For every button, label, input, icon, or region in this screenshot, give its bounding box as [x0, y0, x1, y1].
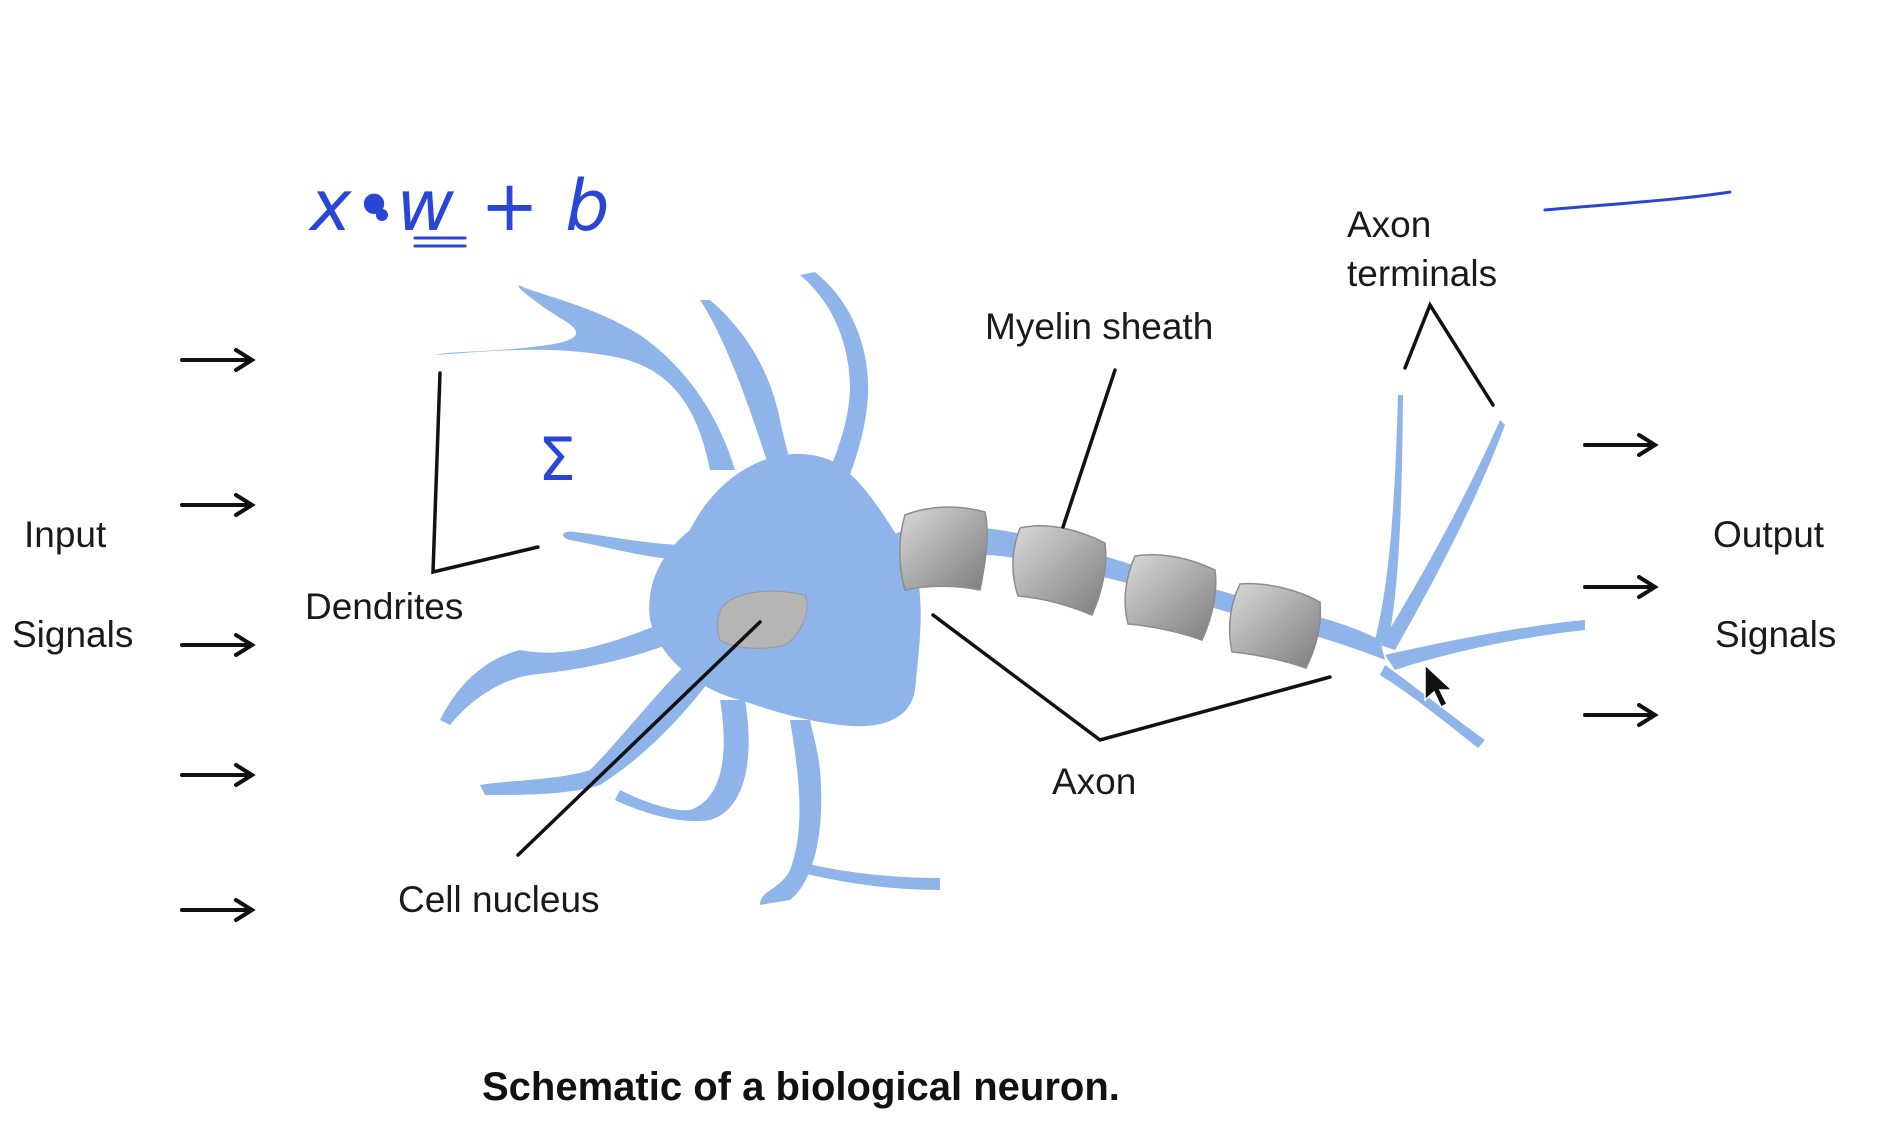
- cursor-icon: [1424, 663, 1454, 709]
- dendrite-bottom-left: [480, 660, 710, 795]
- axon-label: Axon: [1052, 761, 1137, 802]
- input-arrow: [180, 633, 256, 657]
- dendrite-upper-left: [435, 285, 735, 470]
- diagram-caption: Schematic of a biological neuron.: [482, 1065, 1120, 1109]
- myelin-segment: [1124, 554, 1217, 641]
- axon-terminal-upper-right: [1380, 420, 1505, 650]
- cell-nucleus: [716, 590, 808, 649]
- dendrite-lower-left: [440, 620, 680, 725]
- dendrites-leader: [431, 371, 540, 575]
- axon-terminal-lower: [1380, 665, 1485, 748]
- sigma-annotation: Σ: [538, 425, 576, 495]
- myelin-sheath: [899, 506, 1322, 669]
- dendrite-bottom-long: [760, 720, 822, 905]
- input-arrow: [180, 493, 256, 517]
- input-arrow: [180, 898, 256, 922]
- input-arrow: [180, 763, 256, 787]
- leader-lines: [431, 301, 1495, 857]
- myelin-leader: [1061, 368, 1117, 529]
- output-arrow: [1583, 433, 1659, 457]
- ink-dot: [376, 209, 388, 221]
- axon-leader: [931, 613, 1332, 742]
- dendrite-bottom: [615, 700, 749, 822]
- ink-annotations: [413, 190, 1732, 248]
- output-arrows: [1583, 433, 1659, 727]
- input-label: Input: [24, 514, 107, 555]
- axon-terminal-upper: [1375, 395, 1403, 645]
- formula-annotation: x•w + b: [310, 165, 612, 247]
- myelin-segment: [899, 506, 988, 591]
- myelin-segment: [1228, 582, 1322, 669]
- dendrites-label: Dendrites: [305, 586, 464, 627]
- dendrite-bottom-foot: [790, 862, 940, 890]
- axon-terminals-leader: [1403, 301, 1495, 407]
- output-arrow: [1583, 703, 1659, 727]
- cell-nucleus-label: Cell nucleus: [398, 879, 600, 920]
- myelin-segment: [1012, 525, 1107, 616]
- axon-terminals-label-line2: terminals: [1347, 253, 1498, 294]
- axon-terminals-label-line1: Axon: [1347, 204, 1432, 245]
- dendrite-left: [563, 531, 690, 560]
- output-signals-label: Signals: [1715, 614, 1837, 655]
- neuron-body: [435, 272, 1585, 905]
- input-signals-label: Signals: [12, 614, 134, 655]
- ink-underline-w: [413, 236, 467, 248]
- input-arrows: [180, 348, 256, 922]
- input-arrow: [180, 348, 256, 372]
- dendrite-top-right: [800, 272, 869, 545]
- axon-terminal-right: [1385, 620, 1585, 670]
- ink-top-right-line: [1543, 190, 1732, 212]
- output-arrow: [1583, 575, 1659, 599]
- myelin-sheath-label: Myelin sheath: [985, 306, 1214, 347]
- output-label: Output: [1713, 514, 1825, 555]
- cell-nucleus-leader: [516, 620, 762, 857]
- soma: [649, 453, 921, 727]
